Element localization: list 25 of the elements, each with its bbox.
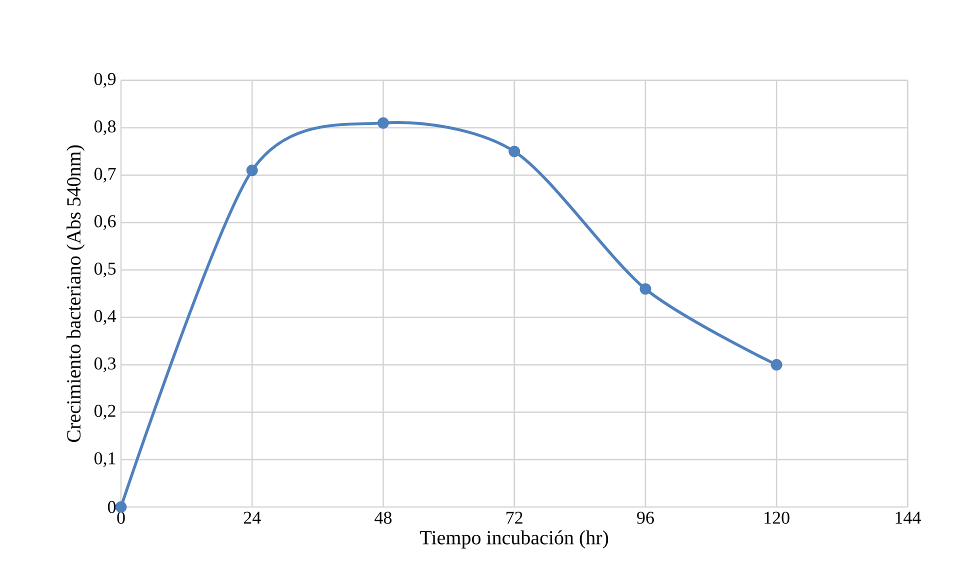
y-tick-label: 0,9 — [94, 72, 116, 88]
y-tick-label: 0,8 — [94, 120, 116, 136]
y-tick-label: 0,6 — [94, 215, 116, 230]
x-tick-label: 96 — [637, 512, 654, 524]
point — [770, 359, 782, 371]
x-tick-label: 24 — [244, 512, 261, 524]
x-axis-title: Tiempo incubación (hr) — [420, 530, 608, 549]
y-axis-title: Crecimiento bacteriano (Abs 540nm) — [66, 145, 85, 442]
point — [115, 501, 127, 513]
y-tick-label: 0,3 — [94, 357, 116, 372]
x-tick-label: 48 — [374, 512, 392, 524]
point — [377, 117, 389, 129]
y-tick-label: 0,5 — [94, 262, 116, 278]
y-tick-label: 0,2 — [94, 404, 116, 420]
point — [246, 164, 258, 176]
x-tick-label: 120 — [764, 512, 790, 524]
y-tick-label: 0,1 — [94, 452, 116, 467]
x-tick-label: 72 — [506, 512, 522, 524]
y-tick-label: 0,4 — [94, 310, 116, 325]
y-tick-label: 0,7 — [94, 168, 116, 183]
x-tick-label: 0 — [117, 512, 125, 524]
y-tick-label: 0 — [108, 500, 116, 514]
x-tick-label: 144 — [896, 512, 921, 524]
point — [640, 283, 652, 295]
point — [508, 146, 520, 158]
